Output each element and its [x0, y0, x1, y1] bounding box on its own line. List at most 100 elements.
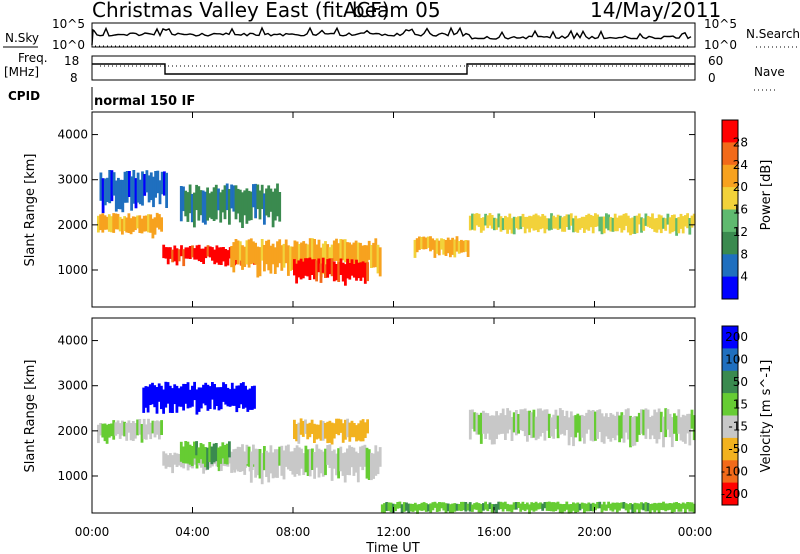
power-band-1-cell: [186, 247, 190, 259]
velocity-band-7-cell: [563, 504, 566, 512]
power-band-5-cell: [648, 216, 652, 228]
power-band-7-cell: [134, 178, 138, 209]
velocity-band-7-cell: [598, 501, 602, 509]
velocity-band-3-cell: [366, 419, 369, 434]
velocity-band-4-cell: [539, 408, 542, 437]
velocity-band-7-cell: [389, 502, 393, 513]
velocity-band-7-cell: [484, 501, 487, 510]
velocity-band-4-cell: [664, 408, 668, 438]
velocity-band-2-cell: [350, 446, 354, 468]
power-band-5-cell: [662, 217, 665, 229]
velocity-band-5-cell: [146, 386, 150, 413]
velocity-band-4-cell: [602, 416, 606, 444]
velocity-band-5-cell: [253, 385, 256, 409]
power-band-0-cell: [129, 218, 133, 235]
velocity-band-6-cell: [195, 441, 198, 456]
power-band-5-cell: [600, 216, 604, 235]
power-band-5-cell: [497, 213, 501, 228]
velocity-band-3-cell: [317, 424, 321, 439]
velocity-band-2-cell: [247, 446, 251, 467]
power-colorbar-tick-6: 28: [733, 135, 748, 149]
velocity-band-7-cell: [644, 502, 648, 512]
velocity-band-4-cell: [646, 409, 650, 429]
power-band-5-cell: [501, 218, 505, 231]
velocity-band-4-cell: [655, 412, 659, 444]
power-band-5-cell: [532, 214, 536, 231]
velocity-band-4-cell: [561, 410, 564, 434]
velocity-band-4-cell: [567, 417, 571, 446]
velocity-band-4-cell: [616, 411, 619, 436]
power-band-1-cell: [182, 249, 186, 267]
power-band-2-cell: [308, 238, 312, 264]
velocity-band-2-cell: [367, 449, 371, 480]
power-band-7-cell: [154, 171, 157, 198]
velocity-band-7-cell: [429, 503, 433, 513]
velocity-band-0-cell: [107, 423, 111, 438]
velocity-ytick-label-1: 2000: [57, 424, 88, 438]
power-band-5-cell: [526, 216, 529, 229]
velocity-band-4-cell: [677, 409, 681, 434]
velocity-band-6-cell: [197, 447, 201, 464]
power-band-2-cell: [271, 243, 275, 265]
power-band-3-cell: [359, 262, 363, 281]
velocity-band-4-cell: [545, 409, 549, 431]
power-band-2-cell: [265, 240, 268, 265]
velocity-band-4-cell: [662, 416, 665, 448]
velocity-band-0-cell: [101, 423, 105, 438]
power-band-5-cell: [490, 215, 494, 229]
power-band-6-cell: [206, 187, 209, 221]
velocity-colorbar-swatch-7: [722, 482, 738, 506]
velocity-band-7-cell: [561, 504, 564, 514]
velocity-band-3-cell: [328, 420, 332, 443]
velocity-band-2-cell: [284, 445, 288, 467]
velocity-band-7-cell: [541, 503, 545, 511]
velocity-band-7-cell: [547, 501, 551, 511]
velocity-band-3-cell: [310, 419, 314, 434]
nsky-tick-top: 10^5: [52, 17, 85, 31]
power-band-5-cell: [479, 218, 483, 233]
power-band-1-cell: [171, 249, 174, 263]
power-band-5-cell: [666, 213, 670, 225]
freq-label-line1: Freq.: [18, 51, 48, 65]
velocity-band-7-cell: [424, 503, 428, 512]
velocity-band-4-cell: [471, 409, 474, 429]
power-band-5-cell: [688, 218, 692, 235]
velocity-band-4-cell: [572, 415, 575, 447]
velocity-band-7-cell: [580, 502, 584, 509]
power-band-0-cell: [144, 215, 148, 232]
velocity-band-4-cell: [479, 412, 483, 444]
velocity-band-2-cell: [348, 445, 351, 476]
velocity-band-7-cell: [427, 504, 430, 512]
velocity-band-7-cell: [605, 504, 608, 511]
freq-trace: [92, 63, 695, 75]
power-band-1-cell: [211, 247, 214, 261]
power-band-5-cell: [653, 218, 657, 232]
beam-label: beam 05: [352, 0, 441, 22]
power-band-1-cell: [175, 248, 179, 266]
power-band-2-cell: [341, 239, 345, 261]
velocity-band-0-cell: [155, 420, 159, 435]
power-band-2-cell: [287, 245, 290, 276]
velocity-band-3-cell: [324, 422, 327, 439]
power-band-2-cell: [343, 239, 347, 263]
velocity-colorbar-tick-4: -15: [728, 420, 748, 434]
power-band-1-cell: [177, 249, 181, 262]
velocity-band-7-cell: [530, 502, 534, 511]
velocity-band-2-cell: [232, 449, 236, 470]
velocity-band-7-cell: [664, 503, 668, 512]
power-band-5-cell: [583, 216, 586, 233]
velocity-band-7-cell: [673, 502, 676, 512]
velocity-band-2-cell: [238, 447, 242, 472]
power-band-5-cell: [640, 217, 643, 233]
power-band-5-cell: [605, 213, 608, 229]
power-band-5-cell: [558, 215, 562, 229]
velocity-band-1-cell: [193, 453, 197, 465]
power-band-5-cell: [598, 216, 602, 232]
velocity-band-2-cell: [243, 451, 247, 475]
velocity-band-7-cell: [396, 502, 400, 509]
velocity-band-5-cell: [211, 382, 214, 400]
velocity-band-4-cell: [618, 415, 621, 443]
power-band-0-cell: [149, 214, 153, 233]
velocity-band-7-cell: [596, 502, 599, 509]
power-band-0-cell: [134, 216, 137, 231]
